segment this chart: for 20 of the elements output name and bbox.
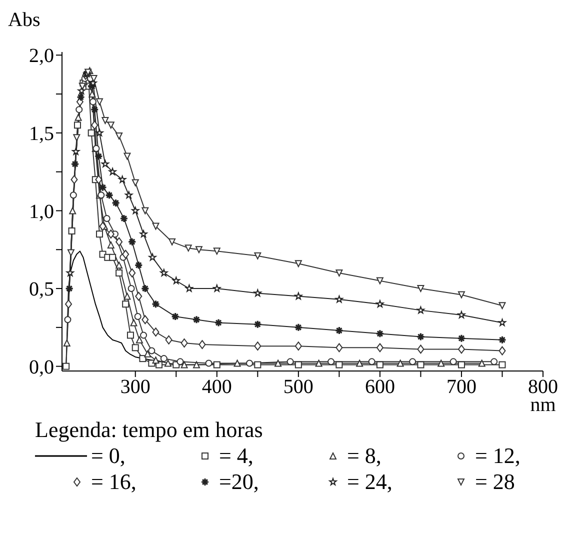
legend-label: = 8, — [347, 443, 382, 469]
x-tick-label: 400 — [202, 376, 232, 398]
legend-label: = 0, — [91, 443, 126, 469]
x-tick-label: 500 — [283, 376, 314, 398]
legend-label: = 28 — [475, 469, 516, 495]
legend-label: = 24, — [347, 469, 394, 495]
legend-label: = 4, — [219, 443, 254, 469]
y-tick-label: 2,0 — [29, 45, 54, 68]
y-tick-label: 1,0 — [29, 200, 54, 223]
y-tick-label: 0,0 — [29, 356, 54, 378]
legend-title: Legenda: tempo em horas — [35, 417, 264, 443]
legend-label: = 16, — [91, 469, 138, 495]
legend-label: =20, — [219, 469, 260, 495]
y-axis-title: Abs — [8, 9, 40, 31]
x-tick-label: 300 — [120, 376, 150, 398]
y-tick-label: 1,5 — [29, 123, 54, 146]
x-tick-label: 700 — [446, 376, 476, 398]
x-tick-label: 600 — [364, 376, 395, 398]
legend-label: = 12, — [475, 443, 522, 469]
y-tick-label: 0,5 — [29, 278, 54, 301]
